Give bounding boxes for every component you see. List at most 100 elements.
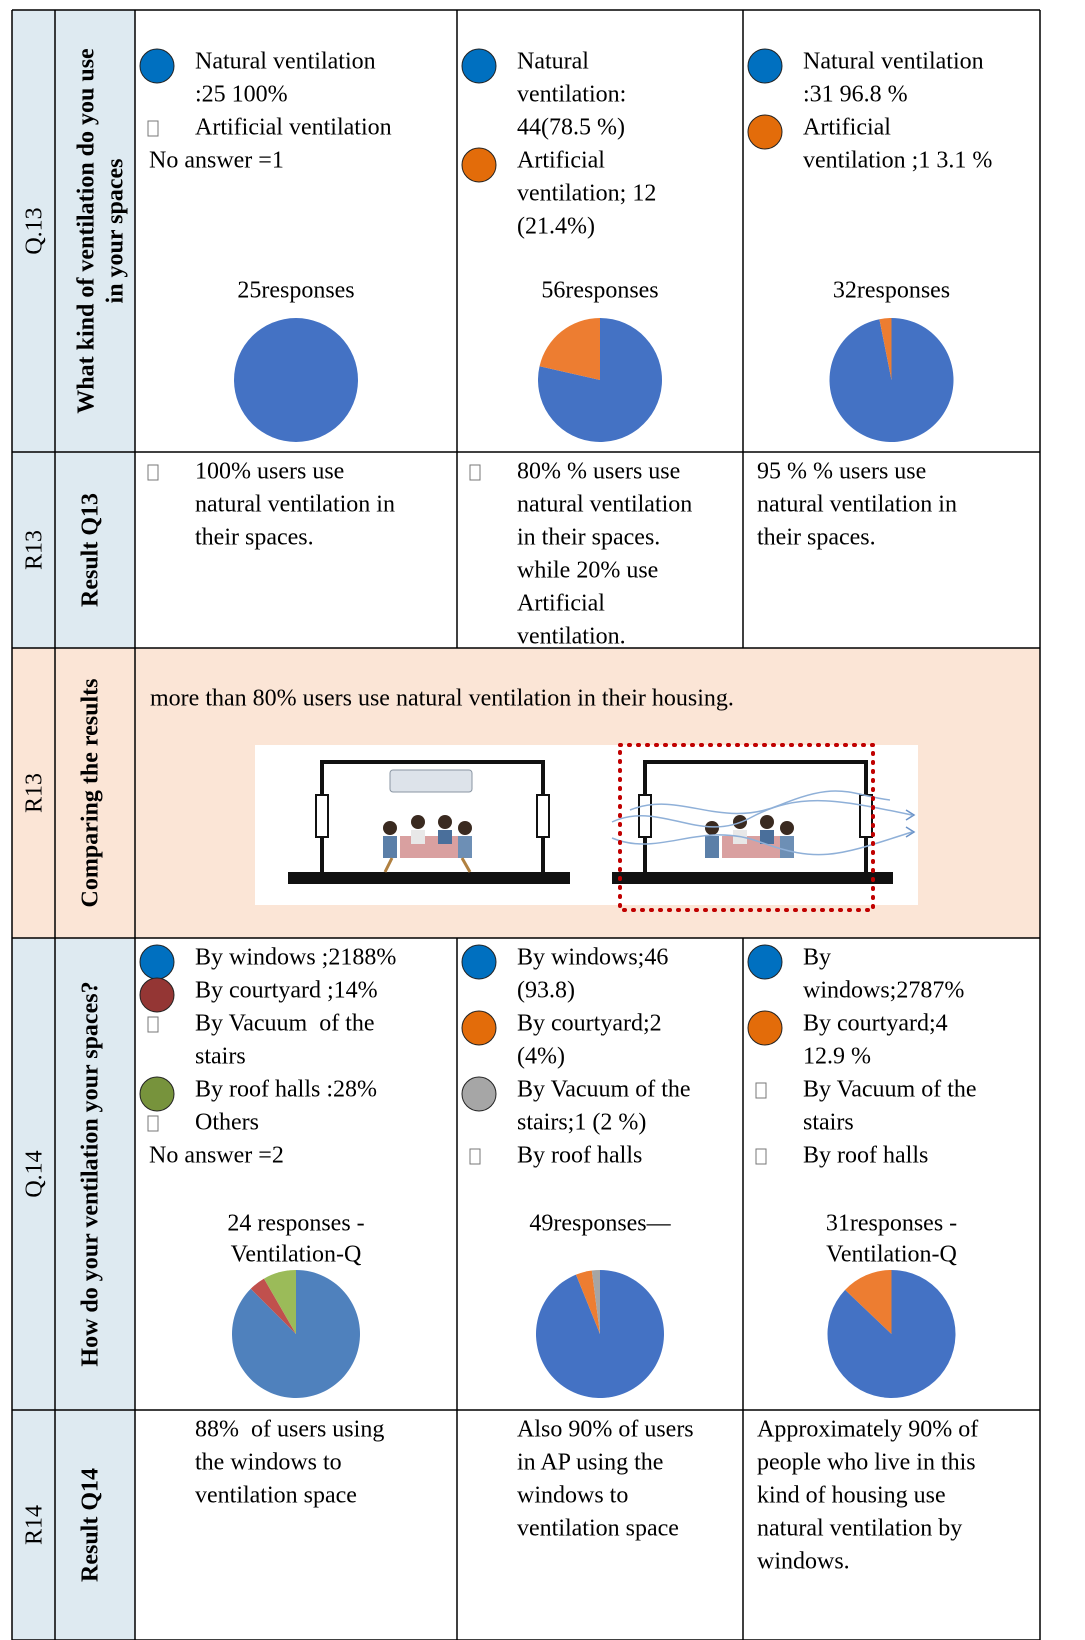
item-text: their spaces. [195,525,314,551]
comparison-text: more than 80% users use natural ventilat… [150,686,734,712]
item-text: in AP using the [517,1450,663,1476]
item-text: By courtyard;2 [517,1011,662,1037]
item-text: natural ventilation [517,492,692,518]
room-right [611,743,916,912]
item-text: Artificial [517,148,605,174]
note-text: people who live in this [757,1450,976,1476]
pie-slice [591,1270,600,1334]
table-borders [11,9,1041,1640]
row-code: Q.14 [22,1150,48,1197]
item-text: 44(78.5 %) [517,115,625,141]
item-text: (4%) [517,1044,565,1070]
item-text: Natural ventilation [803,49,984,75]
item-text: :25 100% [195,82,288,108]
item-text: 100% users use [195,459,344,485]
item-text: 12.9 % [803,1044,871,1070]
item-text: ventilation space [195,1483,357,1509]
item-text: ventilation. [517,624,626,650]
ventilation-illustration [255,743,918,912]
row-label: Result Q14 [78,1468,104,1582]
row-code: R13 [22,530,48,570]
missing-glyph [755,1082,767,1099]
note-text: natural ventilation by [757,1516,962,1542]
item-text: 88% of users using [195,1417,384,1443]
note-text: No answer =2 [149,1143,284,1169]
item-text: ventilation space [517,1516,679,1542]
pie-slice [539,318,600,380]
item-text: Also 90% of users [517,1417,694,1443]
row-code: R14 [22,1505,48,1545]
item-text: ventilation ;1 3.1 % [803,148,992,174]
item-text: Natural ventilation [195,49,376,75]
legend-marker [747,944,783,980]
note-text: natural ventilation in [757,492,957,518]
legend-marker [747,114,783,150]
row-label: in your spaces [103,159,129,304]
item-text: Natural [517,49,589,75]
row-label: Result Q13 [78,493,104,607]
pie-slice [264,1270,296,1334]
item-text: stairs [803,1110,854,1136]
note-text: No answer =1 [149,148,284,174]
legend-marker [139,1076,175,1112]
pie-slice [829,318,954,442]
item-text: By windows ;2188% [195,945,396,971]
note-text: kind of housing use [757,1483,946,1509]
item-text: By Vacuum of the [803,1077,977,1103]
missing-glyph [147,1016,159,1033]
header-bg [12,10,135,452]
pie-title: 56responses [541,278,658,304]
item-text: windows;2787% [803,978,964,1004]
pie-title: Ventilation-Q [231,1242,362,1268]
legend-marker [461,1010,497,1046]
header-bg [12,938,135,1410]
missing-glyph [147,1115,159,1132]
item-text: By courtyard ;14% [195,978,378,1004]
item-text: By courtyard;4 [803,1011,948,1037]
item-text: By Vacuum of the [517,1077,691,1103]
pie-slice [234,318,358,442]
header-bg [12,1410,135,1640]
item-text: in their spaces. [517,525,660,551]
pie-slice [536,1270,665,1398]
item-text: windows to [517,1483,628,1509]
content: Q.13 What kind of ventilation do you use i… [22,48,993,1582]
header-bg [12,452,135,648]
row-label: How do your ventilation your spaces? [78,981,104,1366]
row-code: Q.13 [22,207,48,254]
item-text: ventilation; 12 [517,181,656,207]
pie-title: Ventilation-Q [826,1242,957,1268]
item-text: 80% % users use [517,459,680,485]
pie-title: 24 responses - [227,1211,364,1237]
note-text: their spaces. [757,525,876,551]
item-text: stairs [195,1044,246,1070]
legend-marker [461,944,497,980]
item-text: Artificial [803,115,891,141]
missing-glyph [147,464,159,481]
row-label: What kind of ventilation do you use [74,48,100,414]
missing-glyph [147,120,159,137]
pie-slice [879,318,892,380]
legend-marker [747,1010,783,1046]
item-text: Others [195,1110,259,1136]
note-text: windows. [757,1549,850,1575]
item-text: natural ventilation in [195,492,395,518]
note-text: Approximately 90% of [757,1417,978,1443]
item-text: (93.8) [517,978,575,1004]
legend-marker [139,977,175,1013]
pie-slice [827,1270,956,1398]
missing-glyph [469,464,481,481]
item-text: By windows;46 [517,945,668,971]
pie-slice [250,1278,296,1334]
room-left [288,760,570,884]
pie-title: 31responses - [826,1211,957,1237]
row-code: R13 [22,773,48,813]
item-text: By roof halls [517,1143,642,1169]
pie-slice [231,1270,360,1398]
legend-marker [139,944,175,980]
legend-marker [747,48,783,84]
pie-slice [575,1270,600,1334]
item-text: while 20% use [517,558,658,584]
item-text: (21.4%) [517,214,595,240]
